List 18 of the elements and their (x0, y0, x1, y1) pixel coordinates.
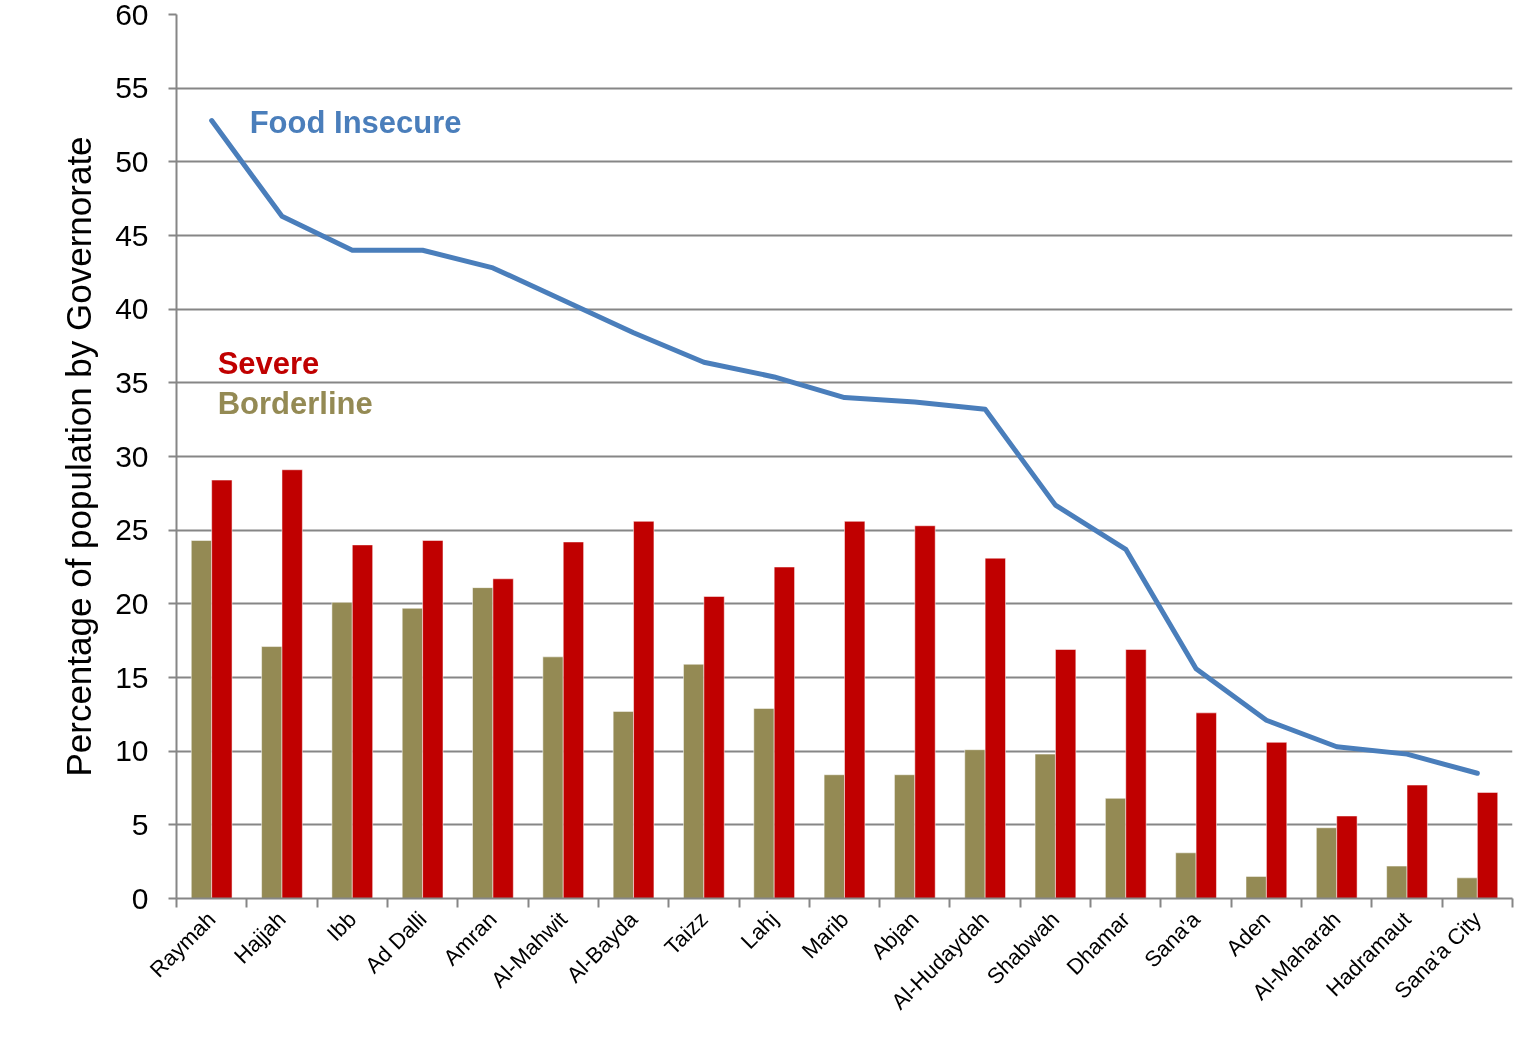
y-tick-label: 55 (115, 71, 149, 105)
y-tick-label: 25 (115, 513, 149, 547)
y-tick-label: 35 (115, 365, 149, 399)
y-tick-label: 0 (131, 881, 149, 915)
y-axis-title: Percentage of population by Governorate (59, 136, 99, 777)
y-tick-label: 60 (115, 0, 149, 31)
text: Borderline (217, 386, 373, 422)
series-label: Food Insecure (249, 105, 462, 141)
text: Severe (217, 346, 320, 382)
y-tick-label: 50 (115, 144, 149, 178)
y-tick-label: 10 (115, 734, 149, 768)
y-tick-label: 5 (131, 807, 149, 841)
y-tick-label: 15 (115, 660, 149, 694)
y-tick-label: 30 (115, 439, 149, 473)
y-tick-label: 40 (115, 292, 149, 326)
x-tick-label: Ibb (321, 906, 362, 946)
y-tick-label: 45 (115, 218, 149, 252)
y-tick-label: 20 (115, 586, 149, 620)
